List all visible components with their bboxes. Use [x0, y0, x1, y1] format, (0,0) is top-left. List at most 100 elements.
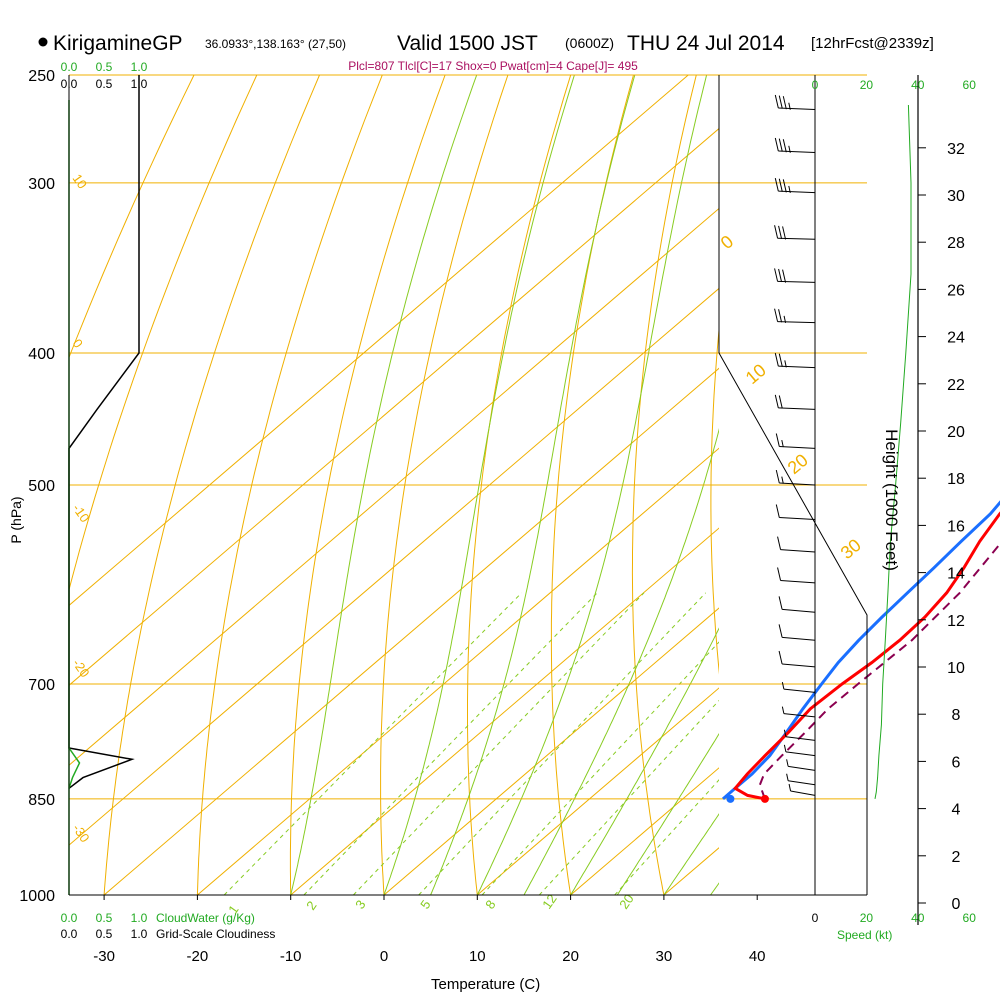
wind-barb-half — [781, 706, 785, 714]
wind-barb-shaft — [783, 688, 816, 693]
wind-barb — [774, 225, 816, 240]
isotherm-line — [476, 687, 719, 895]
wind-barb-flag — [774, 353, 779, 367]
x-tick-label: 30 — [656, 948, 673, 965]
wind-barb-flag — [782, 269, 787, 283]
speed-bottom-tick: 20 — [860, 911, 874, 925]
wind-barb-half — [788, 102, 791, 110]
wind-barb-half — [788, 783, 792, 792]
height-tick-label: 20 — [947, 424, 965, 441]
cloudiness-label: Grid-Scale Cloudiness — [156, 927, 275, 941]
wind-barb-flag — [774, 137, 779, 152]
pressure-tick-label: 500 — [28, 478, 55, 495]
wind-barb-half — [784, 360, 787, 368]
wind-barb-shaft — [778, 407, 816, 410]
dry-adiabat-line — [932, 75, 1000, 895]
diagram-right-boundary — [718, 352, 868, 895]
isotherm-label: 20 — [784, 450, 812, 478]
wind-barb — [777, 536, 816, 553]
wind-barb-flag — [782, 96, 787, 110]
wind-barb — [774, 178, 816, 194]
height-tick-label: 16 — [947, 518, 965, 535]
x-axis-title: Temperature (C) — [431, 976, 540, 993]
wind-barb — [775, 433, 816, 449]
wind-barb-flag — [774, 94, 779, 109]
wind-barb — [775, 469, 816, 486]
wind-barb-flag — [774, 308, 779, 322]
wind-barb — [774, 137, 816, 154]
height-tick-label: 18 — [947, 471, 965, 488]
wind-barb-flag — [774, 225, 779, 239]
wind-barb-shaft — [782, 636, 816, 641]
cloudiness-top-tick: 1.0 — [131, 77, 148, 91]
moist-adiabat-line — [663, 813, 719, 895]
isotherm-label: 10 — [742, 360, 770, 388]
mixing-ratio-label: 8 — [482, 897, 498, 912]
cloudiness-bottom-tick: 0.5 — [96, 927, 113, 941]
wind-barb — [774, 94, 816, 110]
x-tick-label: -30 — [93, 948, 115, 965]
mixing-ratio-line — [418, 592, 707, 895]
x-tick-label: -20 — [187, 948, 209, 965]
mixing-ratio-line — [538, 699, 719, 895]
stability-indices: Plcl=807 Tlcl[C]=17 Shox=0 Pwat[cm]=4 Ca… — [348, 59, 638, 73]
dry-adiabat-label: -10 — [70, 501, 93, 525]
moist-adiabat-line — [430, 75, 636, 895]
speed-top-tick: 40 — [911, 78, 925, 92]
wind-barb-flag — [778, 309, 783, 323]
height-tick-label: 28 — [947, 235, 965, 252]
moist-adiabat-line — [476, 75, 708, 895]
wind-barb — [775, 504, 816, 520]
height-tick-label: 32 — [947, 141, 965, 158]
isotherm-label: 30 — [837, 535, 865, 563]
wind-barb-shaft — [777, 237, 816, 240]
dry-adiabat-line — [380, 75, 509, 895]
cloudwater-label: CloudWater (g/Kg) — [156, 911, 255, 925]
wind-barb — [786, 759, 816, 771]
temperature-trace — [732, 511, 1000, 801]
wind-barb — [778, 650, 816, 668]
wind-barb-half — [783, 744, 787, 753]
wind-barb-flag — [778, 268, 783, 283]
height-tick-label: 26 — [947, 282, 965, 299]
wind-barb-shaft — [790, 790, 816, 796]
forecast-info: [12hrFcst@2339z] — [811, 35, 934, 52]
height-tick-label: 10 — [947, 660, 965, 677]
parcel-trace — [758, 542, 1000, 800]
wind-barb-shaft — [779, 517, 816, 520]
cloudwater-bottom-tick: 0.0 — [61, 911, 78, 925]
cloudwater-bottom-tick: 0.5 — [96, 911, 113, 925]
wind-barb-shaft — [780, 579, 816, 584]
wind-barb — [774, 268, 816, 283]
height-tick-label: 12 — [947, 613, 965, 630]
wind-barb-flag — [775, 469, 780, 484]
mixing-ratio-label: 5 — [417, 897, 433, 912]
wind-barb-shaft — [780, 549, 816, 553]
x-tick-label: 10 — [469, 948, 486, 965]
height-tick-label: 4 — [952, 802, 961, 819]
wind-barb-flag — [775, 504, 780, 518]
wind-barb-shaft — [779, 445, 816, 449]
wind-barb-half — [781, 682, 785, 690]
wind-barb-shaft — [778, 190, 816, 194]
wind-barb-flag — [778, 353, 783, 367]
dry-adiabat-line — [289, 75, 446, 895]
wind-barb — [774, 394, 816, 410]
sounding-profiles — [722, 500, 1000, 803]
x-tick-label: 0 — [380, 948, 388, 965]
speed-bottom-tick: 0 — [812, 911, 819, 925]
wind-barb-flag — [778, 138, 783, 152]
height-tick-label: 0 — [952, 896, 961, 913]
dry-adiabat-line — [69, 75, 195, 359]
cloudiness-bottom-tick: 0.0 — [61, 927, 78, 941]
wind-barb-half — [788, 185, 791, 194]
wind-barb — [781, 682, 816, 693]
wind-barb-flag — [778, 596, 783, 610]
dry-adiabat-line — [710, 324, 719, 675]
wind-barb-flag — [774, 268, 779, 282]
height-tick-label: 24 — [947, 330, 965, 347]
wind-barb-flag — [774, 178, 779, 192]
speed-top-tick: 20 — [860, 78, 874, 92]
